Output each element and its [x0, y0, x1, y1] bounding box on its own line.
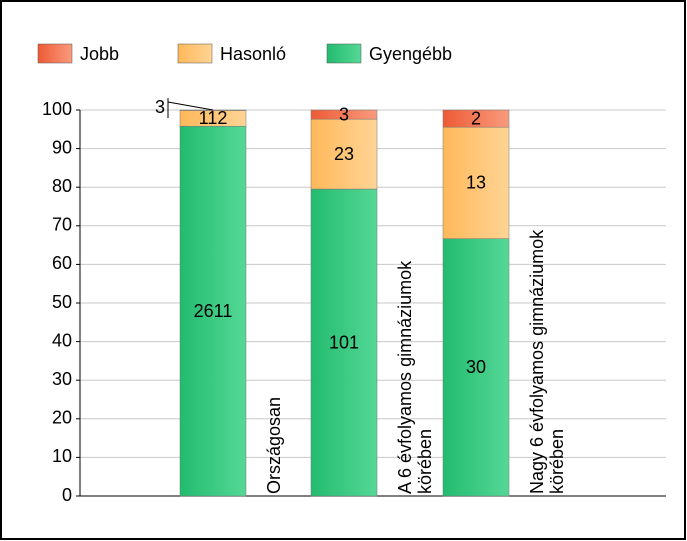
bar-segment — [179, 126, 247, 497]
y-tick-label: 0 — [62, 485, 72, 505]
value-label: 23 — [334, 144, 354, 164]
y-tick-label: 70 — [52, 215, 72, 235]
value-label: 3 — [155, 97, 165, 117]
legend-label: Hasonló — [220, 44, 286, 64]
value-label: 2 — [471, 108, 481, 128]
value-label: 3 — [339, 104, 349, 124]
legend-swatch — [37, 43, 73, 64]
y-tick-label: 10 — [52, 446, 72, 466]
value-label: 112 — [199, 108, 228, 128]
legend-label: Gyengébb — [369, 44, 452, 64]
y-tick-label: 50 — [52, 292, 72, 312]
y-tick-label: 20 — [52, 408, 72, 428]
y-tick-label: 90 — [52, 137, 72, 157]
legend-swatch — [177, 43, 213, 64]
y-tick-label: 100 — [42, 99, 72, 119]
bar-segment — [310, 118, 378, 190]
bar-segment — [442, 126, 510, 239]
label-leader — [167, 101, 214, 111]
y-tick-label: 30 — [52, 369, 72, 389]
legend-label: Jobb — [80, 44, 119, 64]
value-label: 101 — [329, 332, 359, 352]
bar-segment — [442, 109, 510, 128]
value-label: 13 — [466, 173, 486, 193]
bar-segment — [310, 109, 378, 120]
y-tick-label: 80 — [52, 176, 72, 196]
bar-segment — [310, 188, 378, 497]
x-tick-label: Nagy 6 évfolyamos gimnáziumok körében — [527, 229, 567, 494]
x-tick-label: A 6 évfolyamos gimnáziumok körében — [395, 260, 435, 494]
bar-segment — [442, 238, 510, 497]
value-label: 30 — [466, 357, 486, 377]
value-label: 2611 — [194, 301, 233, 321]
legend-swatch — [326, 43, 362, 64]
x-tick-label: Országosan — [264, 396, 284, 494]
y-tick-label: 40 — [52, 330, 72, 350]
y-tick-label: 60 — [52, 253, 72, 273]
